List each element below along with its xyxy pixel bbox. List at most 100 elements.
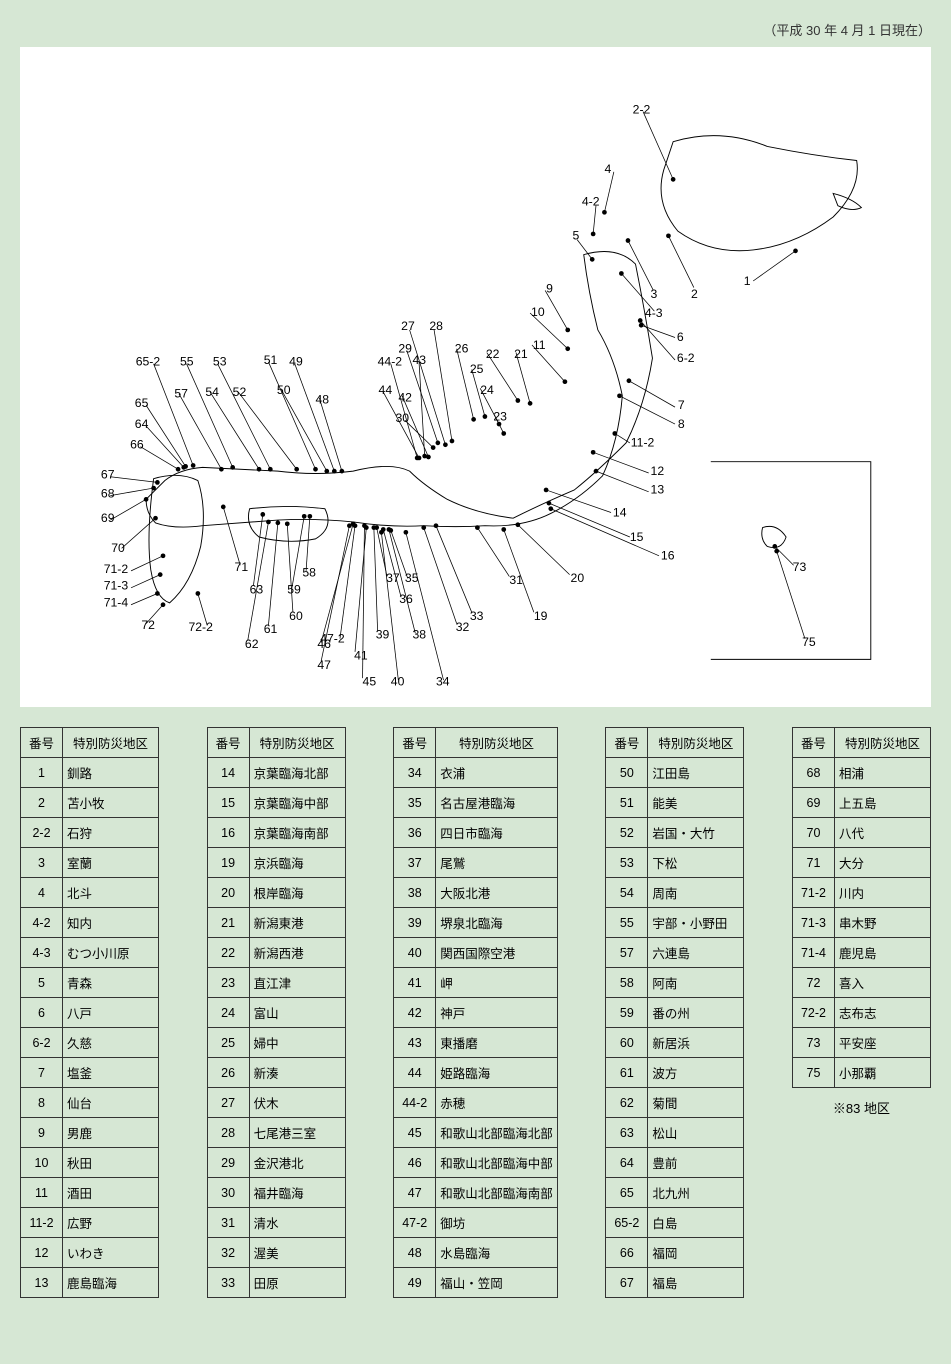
table-row: 57六連島 — [606, 938, 744, 968]
cell-name: 新湊 — [249, 1058, 345, 1088]
cell-num: 38 — [394, 878, 436, 908]
cell-name: 清水 — [249, 1208, 345, 1238]
cell-num: 60 — [606, 1028, 648, 1058]
table-row: 4-3むつ小川原 — [21, 938, 159, 968]
table-row: 40関西国際空港 — [394, 938, 558, 968]
cell-name: 周南 — [648, 878, 744, 908]
table-row: 36四日市臨海 — [394, 818, 558, 848]
table-row: 69上五島 — [792, 788, 930, 818]
district-column-5: 番号特別防災地区68相浦69上五島70八代71大分71-2川内71-3串木野71… — [792, 727, 931, 1088]
table-row: 39堺泉北臨海 — [394, 908, 558, 938]
map-label: 71 — [235, 560, 249, 574]
cell-num: 8 — [21, 1088, 63, 1118]
map-label: 4-3 — [645, 306, 663, 320]
cell-num: 11-2 — [21, 1208, 63, 1238]
map-label: 67 — [101, 468, 115, 482]
table-row: 46和歌山北部臨海中部 — [394, 1148, 558, 1178]
table-row: 4-2知内 — [21, 908, 159, 938]
cell-name: 和歌山北部臨海北部 — [436, 1118, 558, 1148]
cell-num: 70 — [792, 818, 834, 848]
cell-name: 上五島 — [834, 788, 930, 818]
cell-name: 金沢港北 — [249, 1148, 345, 1178]
map-label: 65-2 — [136, 355, 161, 369]
cell-num: 40 — [394, 938, 436, 968]
map-label: 25 — [470, 362, 484, 376]
cell-name: 男鹿 — [63, 1118, 159, 1148]
cell-name: 北斗 — [63, 878, 159, 908]
cell-num: 47-2 — [394, 1208, 436, 1238]
cell-num: 11 — [21, 1178, 63, 1208]
cell-name: 北九州 — [648, 1178, 744, 1208]
table-row: 47-2御坊 — [394, 1208, 558, 1238]
map-label: 54 — [205, 385, 219, 399]
table-row: 67福島 — [606, 1268, 744, 1298]
map-label: 30 — [396, 411, 410, 425]
table-row: 7塩釜 — [21, 1058, 159, 1088]
map-label: 24 — [480, 383, 494, 397]
cell-num: 53 — [606, 848, 648, 878]
cell-num: 32 — [207, 1238, 249, 1268]
map-label: 35 — [405, 571, 419, 585]
cell-name: 大阪北港 — [436, 878, 558, 908]
cell-num: 39 — [394, 908, 436, 938]
cell-num: 21 — [207, 908, 249, 938]
table-row: 1釧路 — [21, 758, 159, 788]
district-column-1: 番号特別防災地区1釧路2苫小牧2-2石狩3室蘭4北斗4-2知内4-3むつ小川原5… — [20, 727, 159, 1298]
map-label: 36 — [399, 592, 413, 606]
cell-name: 婦中 — [249, 1028, 345, 1058]
table-row: 2苫小牧 — [21, 788, 159, 818]
cell-name: 和歌山北部臨海南部 — [436, 1178, 558, 1208]
cell-name: 喜入 — [834, 968, 930, 998]
district-column-2: 番号特別防災地区14京葉臨海北部15京葉臨海中部16京葉臨海南部19京浜臨海20… — [207, 727, 346, 1298]
cell-name: 石狩 — [63, 818, 159, 848]
cell-name: 川内 — [834, 878, 930, 908]
table-row: 72喜入 — [792, 968, 930, 998]
cell-num: 16 — [207, 818, 249, 848]
map-label: 28 — [429, 319, 443, 333]
cell-num: 23 — [207, 968, 249, 998]
table-row: 12いわき — [21, 1238, 159, 1268]
cell-name: 七尾港三室 — [249, 1118, 345, 1148]
cell-name: 鹿児島 — [834, 938, 930, 968]
map-label: 31 — [509, 573, 523, 587]
map-label: 58 — [302, 566, 316, 580]
map-label: 34 — [436, 675, 450, 689]
header-name: 特別防災地区 — [834, 728, 930, 758]
table-row: 38大阪北港 — [394, 878, 558, 908]
table-row: 45和歌山北部臨海北部 — [394, 1118, 558, 1148]
cell-num: 65 — [606, 1178, 648, 1208]
cell-name: 関西国際空港 — [436, 938, 558, 968]
cell-num: 63 — [606, 1118, 648, 1148]
map-label: 51 — [264, 353, 278, 367]
map-label: 65 — [135, 396, 149, 410]
map-label: 55 — [180, 355, 194, 369]
table-row: 35名古屋港臨海 — [394, 788, 558, 818]
map-label: 4 — [604, 162, 611, 176]
cell-name: 八戸 — [63, 998, 159, 1028]
map-label: 41 — [354, 648, 368, 662]
map-label: 19 — [534, 609, 548, 623]
cell-num: 20 — [207, 878, 249, 908]
cell-name: 串木野 — [834, 908, 930, 938]
cell-name: 志布志 — [834, 998, 930, 1028]
cell-num: 64 — [606, 1148, 648, 1178]
cell-name: 苫小牧 — [63, 788, 159, 818]
map-label: 7 — [678, 398, 685, 412]
table-row: 41岬 — [394, 968, 558, 998]
table-row: 37尾鷲 — [394, 848, 558, 878]
cell-name: 赤穂 — [436, 1088, 558, 1118]
footer-note: ※83 地区 — [792, 1098, 931, 1117]
table-row: 75小那覇 — [792, 1058, 930, 1088]
cell-num: 9 — [21, 1118, 63, 1148]
table-row: 11-2広野 — [21, 1208, 159, 1238]
map-label: 52 — [233, 385, 247, 399]
map-label: 40 — [391, 675, 405, 689]
map-label: 13 — [651, 483, 665, 497]
map-label: 72 — [141, 618, 155, 632]
map-label: 5 — [572, 229, 579, 243]
cell-num: 71-4 — [792, 938, 834, 968]
cell-name: 青森 — [63, 968, 159, 998]
cell-num: 30 — [207, 1178, 249, 1208]
cell-num: 59 — [606, 998, 648, 1028]
table-row: 6-2久慈 — [21, 1028, 159, 1058]
